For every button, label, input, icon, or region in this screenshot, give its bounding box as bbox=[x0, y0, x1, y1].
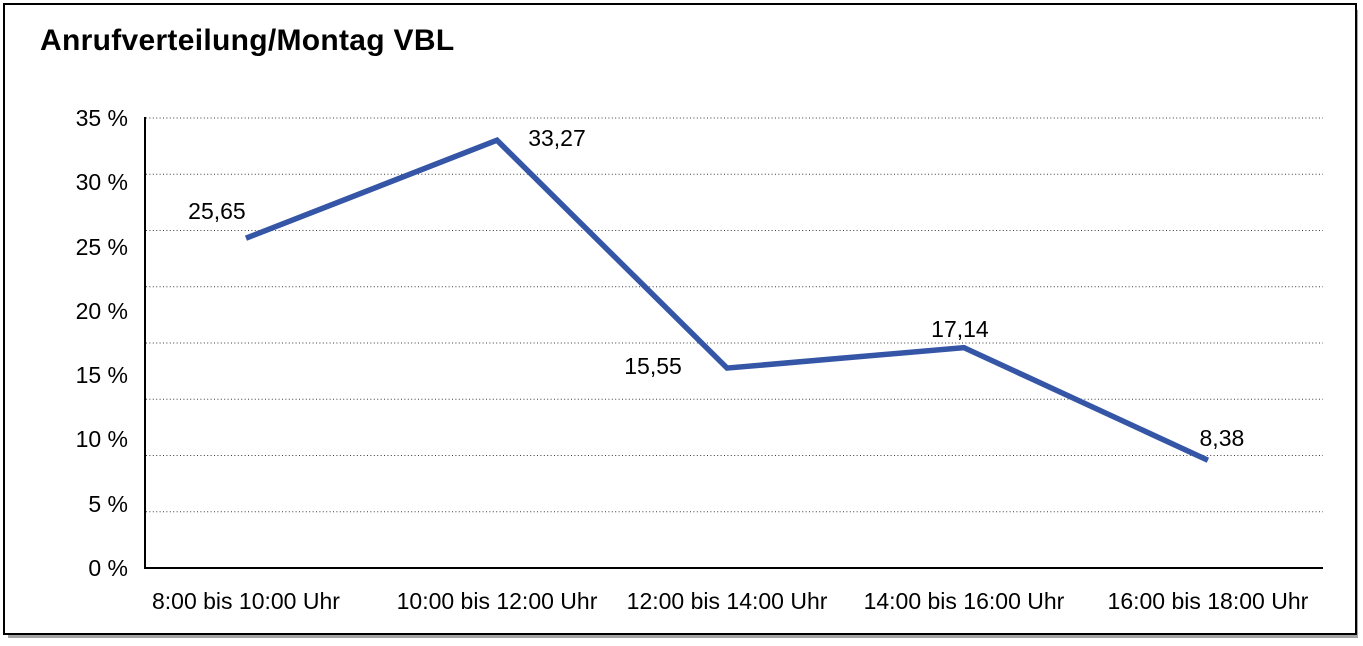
y-axis-label: 20 % bbox=[75, 297, 128, 324]
data-point-label: 33,27 bbox=[528, 125, 586, 152]
x-axis-label: 12:00 bis 14:00 Uhr bbox=[626, 588, 828, 614]
y-axis-label: 5 % bbox=[88, 490, 128, 517]
y-axis-label: 10 % bbox=[75, 426, 128, 453]
axis-lines bbox=[144, 117, 1323, 569]
x-axis-label: 8:00 bis 10:00 Uhr bbox=[151, 588, 340, 614]
y-axis-label: 30 % bbox=[75, 169, 128, 196]
chart-title: Anrufverteilung/Montag VBL bbox=[40, 24, 455, 57]
y-axis-label: 15 % bbox=[75, 362, 128, 389]
x-axis-label: 10:00 bis 12:00 Uhr bbox=[396, 588, 598, 614]
y-axis-label: 25 % bbox=[75, 233, 128, 260]
data-point-label: 17,14 bbox=[931, 315, 989, 342]
data-point-label: 15,55 bbox=[624, 353, 682, 380]
data-series-line bbox=[244, 137, 1210, 463]
x-axis-label: 14:00 bis 16:00 Uhr bbox=[863, 588, 1065, 614]
y-axis-label: 35 % bbox=[75, 105, 128, 131]
data-point-label: 25,65 bbox=[188, 198, 246, 225]
data-point-label: 8,38 bbox=[1199, 425, 1245, 452]
y-axis-label: 0 % bbox=[88, 555, 128, 581]
x-axis-label: 16:00 bis 18:00 Uhr bbox=[1107, 588, 1309, 614]
